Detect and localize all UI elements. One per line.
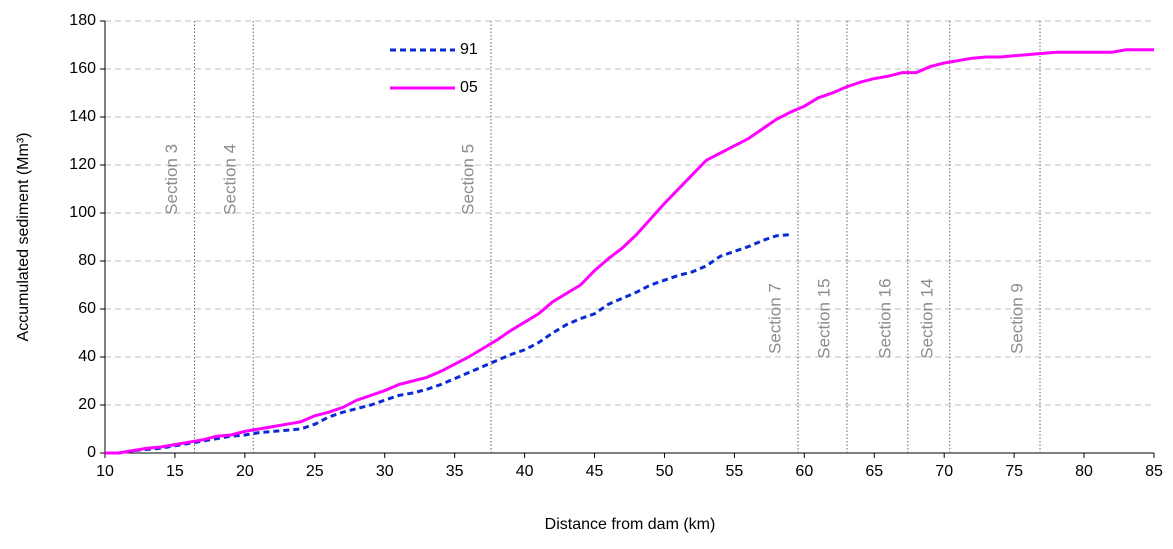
x-tick-label: 75	[1005, 463, 1023, 480]
y-tick-label: 160	[69, 60, 96, 77]
y-tick-label: 120	[69, 156, 96, 173]
y-tick-label: 60	[78, 300, 96, 317]
x-tick-label: 25	[306, 463, 324, 480]
x-tick-label: 20	[236, 463, 254, 480]
y-tick-label: 40	[78, 348, 96, 365]
x-tick-label: 85	[1145, 463, 1163, 480]
y-tick-label: 20	[78, 396, 96, 413]
x-tick-label: 50	[656, 463, 674, 480]
y-axis-title: Accumulated sediment (Mm³)	[15, 133, 32, 342]
series-line	[105, 48, 1154, 455]
x-axis-title: Distance from dam (km)	[545, 516, 716, 533]
section-label: Section 15	[814, 278, 833, 358]
y-tick-label: 140	[69, 108, 96, 125]
y-tick-label: 80	[78, 252, 96, 269]
x-tick-label: 65	[865, 463, 883, 480]
x-tick-label: 10	[96, 463, 114, 480]
x-tick-label: 45	[586, 463, 604, 480]
y-tick-label: 100	[69, 204, 96, 221]
section-label: Section 14	[917, 278, 936, 358]
x-tick-label: 60	[795, 463, 813, 480]
legend-label: 91	[460, 41, 478, 58]
section-label: Section 3	[162, 144, 181, 215]
section-label: Section 16	[875, 278, 894, 358]
x-tick-label: 15	[166, 463, 184, 480]
x-tick-label: 40	[516, 463, 534, 480]
legend-label: 05	[460, 79, 478, 96]
x-tick-label: 70	[935, 463, 953, 480]
x-tick-label: 30	[376, 463, 394, 480]
section-label: Section 4	[221, 144, 240, 215]
y-tick-label: 0	[87, 444, 96, 461]
x-tick-label: 55	[726, 463, 744, 480]
y-tick-label: 180	[69, 12, 96, 29]
series-line	[105, 233, 791, 455]
x-tick-label: 35	[446, 463, 464, 480]
section-label: Section 7	[766, 283, 785, 354]
section-label: Section 5	[459, 144, 478, 215]
x-tick-label: 80	[1075, 463, 1093, 480]
section-label: Section 9	[1007, 283, 1026, 354]
